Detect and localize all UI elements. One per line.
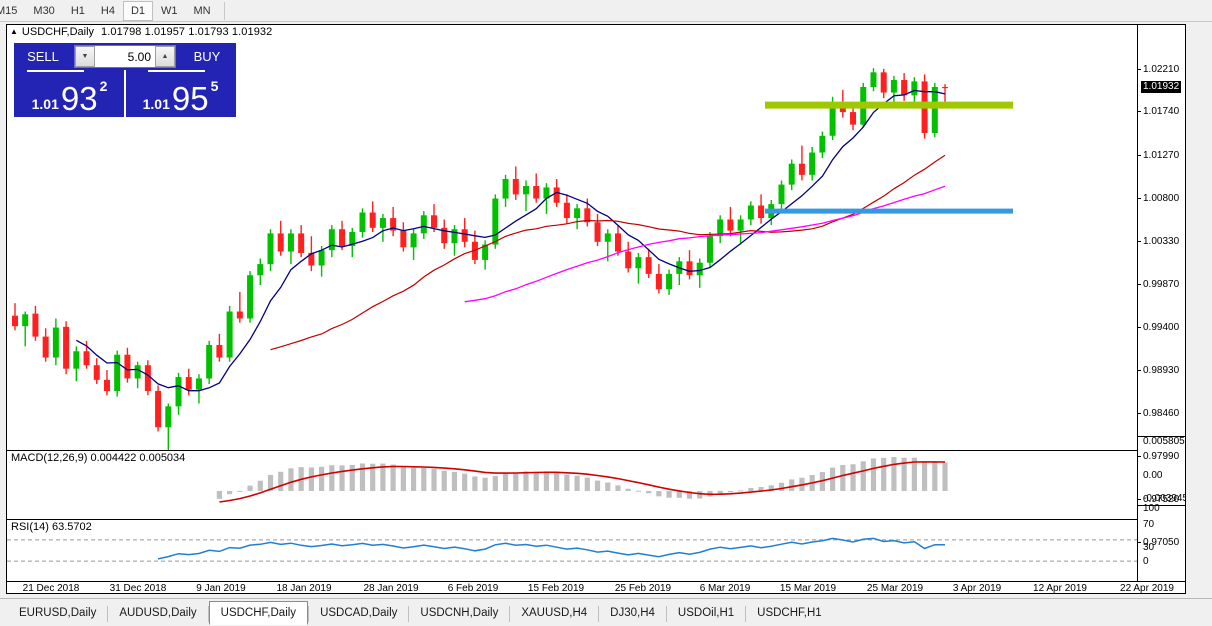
macd-tick: 0.005805 xyxy=(1143,436,1185,447)
rsi-tick: 70 xyxy=(1143,519,1155,530)
buy-price-display[interactable]: 1.01 95 5 xyxy=(125,70,236,117)
date-tick: 12 Apr 2019 xyxy=(1033,583,1087,594)
chart-tab-usdcnh-daily[interactable]: USDCNH,Daily xyxy=(420,607,499,619)
date-tick: 22 Apr 2019 xyxy=(1120,583,1174,594)
scale-divider-rsi xyxy=(1138,505,1185,506)
chevron-down-icon[interactable]: ▼ xyxy=(75,46,95,67)
date-tick: 15 Feb 2019 xyxy=(527,583,585,594)
macd-plot xyxy=(216,456,948,503)
price-tick: 1.00330 xyxy=(1138,237,1179,247)
date-tick: 6 Mar 2019 xyxy=(699,583,751,594)
volume-input[interactable]: 5.00 xyxy=(95,46,155,67)
chart-tab-audusd-daily[interactable]: AUDUSD,Daily xyxy=(119,607,197,619)
chart-tab-eurusd-daily[interactable]: EURUSD,Daily xyxy=(19,607,97,619)
price-tick: 0.97520 xyxy=(1138,495,1179,505)
tab-separator xyxy=(207,605,209,622)
rsi-plot xyxy=(7,537,1139,562)
price-tick: 0.97050 xyxy=(1138,538,1179,548)
price-tick: 0.97990 xyxy=(1138,452,1179,462)
date-tick: 3 Apr 2019 xyxy=(952,583,1002,594)
tab-separator xyxy=(509,605,511,622)
chart-canvas-window[interactable]: ▲ USDCHF,Daily 1.01798 1.01957 1.01793 1… xyxy=(6,24,1186,594)
tab-separator xyxy=(308,605,310,622)
rsi-tick: 30 xyxy=(1143,542,1155,553)
price-tick: 0.98930 xyxy=(1138,366,1179,376)
chart-symbol-period: USDCHF,Daily xyxy=(21,26,95,38)
timeframe-h1[interactable]: H1 xyxy=(70,4,85,17)
chart-tab-xauusd-h4[interactable]: XAUUSD,H4 xyxy=(521,607,588,619)
macd-pane[interactable]: MACD(12,26,9) 0.004422 0.005034 xyxy=(7,450,1185,519)
macd-tick: 0.00 xyxy=(1143,470,1163,481)
date-tick: 9 Jan 2019 xyxy=(196,583,246,594)
rsi-pane[interactable]: RSI(14) 63.5702 xyxy=(7,519,1185,581)
date-tick: 25 Mar 2019 xyxy=(866,583,924,594)
price-tick: 1.01270 xyxy=(1138,151,1179,161)
price-tick: 0.98460 xyxy=(1138,409,1179,419)
date-tick: 31 Dec 2018 xyxy=(109,583,167,594)
date-tick: 21 Dec 2018 xyxy=(22,583,80,594)
tab-separator xyxy=(598,605,600,622)
triangle-up-icon: ▲ xyxy=(10,27,18,36)
timeframe-toolbar: M15 M30 H1 H4 D1 W1 MN xyxy=(0,0,1212,22)
chart-tab-usdchf-h1[interactable]: USDCHF,H1 xyxy=(757,607,822,619)
chart-tab-usdcad-daily[interactable]: USDCAD,Daily xyxy=(320,607,398,619)
rsi-label: RSI(14) 63.5702 xyxy=(11,521,92,533)
tab-separator xyxy=(408,605,410,622)
chart-ohlc-values: 1.01798 1.01957 1.01793 1.01932 xyxy=(101,26,273,38)
timeframe-m15[interactable]: M15 xyxy=(0,4,18,17)
tab-separator xyxy=(665,605,667,622)
timeframe-d1[interactable]: D1 xyxy=(122,0,153,21)
buy-button[interactable]: BUY xyxy=(178,43,236,70)
date-tick: 18 Jan 2019 xyxy=(276,583,332,594)
buy-price-prefix: 1.01 xyxy=(142,96,170,112)
date-tick: 28 Jan 2019 xyxy=(363,583,419,594)
date-tick: 25 Feb 2019 xyxy=(614,583,672,594)
chevron-up-icon[interactable]: ▲ xyxy=(155,46,175,67)
date-tick: 15 Mar 2019 xyxy=(779,583,837,594)
toolbar-separator xyxy=(223,1,225,20)
sell-price-big: 93 xyxy=(60,80,98,117)
macd-tick: -0.003945 xyxy=(1143,493,1186,504)
chart-tab-strip[interactable]: EURUSD,Daily AUDUSD,Daily USDCHF,Daily USDC… xyxy=(0,598,1212,626)
tab-separator xyxy=(745,605,747,622)
trade-panel-prices: 1.01 93 2 1.01 95 5 xyxy=(14,70,236,117)
sell-underline xyxy=(27,70,84,72)
chart-header: ▲ USDCHF,Daily 1.01798 1.01957 1.01793 1… xyxy=(7,25,1185,39)
price-tick: 1.01740 xyxy=(1138,107,1179,117)
rsi-tick: 0 xyxy=(1143,556,1149,567)
sell-button[interactable]: SELL xyxy=(14,43,72,70)
price-tick: 1.00800 xyxy=(1138,194,1179,204)
chart-tab-dj30-h4[interactable]: DJ30,H4 xyxy=(610,607,655,619)
date-scale[interactable]: 21 Dec 2018 31 Dec 2018 9 Jan 2019 18 Jan 2… xyxy=(7,581,1185,594)
current-price-tag: 1.01932 xyxy=(1141,81,1182,93)
buy-price-big: 95 xyxy=(171,80,209,117)
price-tick: 1.02210 xyxy=(1138,65,1179,75)
buy-underline xyxy=(148,70,205,72)
rsi-tick: 100 xyxy=(1143,503,1160,514)
volume-box: ▼ 5.00 ▲ xyxy=(72,43,178,70)
date-tick: 6 Feb 2019 xyxy=(447,583,499,594)
price-tick: 0.99400 xyxy=(1138,323,1179,333)
sell-price-point: 2 xyxy=(99,78,108,94)
trade-panel-divider xyxy=(124,70,126,117)
price-tick: 0.99870 xyxy=(1138,280,1179,290)
sell-price-display[interactable]: 1.01 93 2 xyxy=(14,70,125,117)
timeframe-mn[interactable]: MN xyxy=(193,4,211,17)
sell-price-prefix: 1.01 xyxy=(31,96,59,112)
buy-price-point: 5 xyxy=(210,78,219,94)
timeframe-w1[interactable]: W1 xyxy=(161,4,178,17)
one-click-trading-panel[interactable]: SELL ▼ 5.00 ▲ BUY 1.01 93 2 xyxy=(14,43,236,117)
price-plot xyxy=(12,68,1013,450)
trade-panel-top-row: SELL ▼ 5.00 ▲ BUY xyxy=(14,43,236,70)
timeframe-h4[interactable]: H4 xyxy=(100,4,115,17)
tab-separator xyxy=(107,605,109,622)
macd-label: MACD(12,26,9) 0.004422 0.005034 xyxy=(11,452,186,464)
timeframe-m30[interactable]: M30 xyxy=(33,4,55,17)
chart-tab-usdchf-daily[interactable]: USDCHF,Daily xyxy=(208,601,309,625)
price-scale[interactable]: 1.02210 1.01740 1.01270 1.00800 1.00330 0.998… xyxy=(1137,25,1185,581)
volume-stepper[interactable]: ▼ 5.00 ▲ xyxy=(74,45,176,68)
scale-divider-macd xyxy=(1138,436,1185,437)
chart-tab-usdoil-h1[interactable]: USDOil,H1 xyxy=(677,607,735,619)
